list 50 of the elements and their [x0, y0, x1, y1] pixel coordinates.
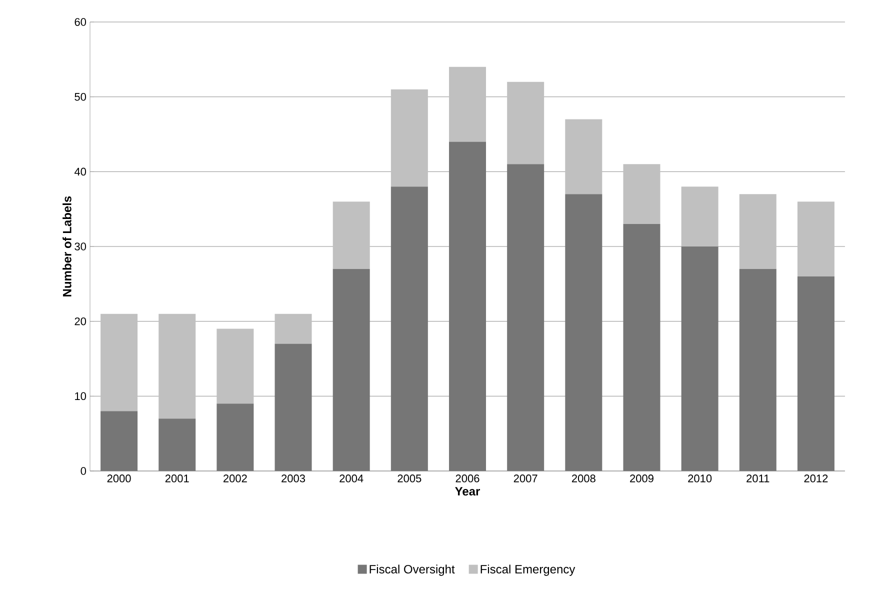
y-tick-label: 10: [75, 392, 86, 400]
bar: [681, 186, 718, 246]
x-tick-label: 2010: [688, 474, 712, 482]
bar: [623, 224, 660, 471]
y-tick-label: 0: [80, 467, 86, 475]
bar: [449, 142, 486, 471]
x-tick-label: 2006: [456, 474, 480, 482]
bar: [100, 314, 138, 412]
bar: [332, 202, 370, 269]
bar: [565, 119, 602, 194]
bar: [390, 186, 428, 471]
bar: [390, 89, 428, 187]
legend-label: Fiscal Oversight: [370, 564, 455, 576]
y-tick-label: 40: [74, 168, 86, 176]
bar: [623, 164, 660, 224]
x-tick-label: 2007: [514, 474, 538, 482]
bar: [739, 194, 776, 269]
bar: [216, 328, 254, 404]
x-tick-label: 2005: [398, 474, 422, 482]
bar: [274, 344, 312, 471]
bar: [739, 268, 776, 471]
y-tick-label: 50: [74, 92, 86, 101]
x-tick-label: 2004: [340, 474, 364, 482]
bar: [681, 246, 718, 471]
x-axis-title: Year: [455, 487, 480, 496]
bar: [216, 404, 254, 471]
y-axis-title: Number of Labels: [62, 196, 72, 296]
bar: [797, 276, 834, 471]
bar: [797, 202, 834, 276]
bar: [332, 268, 370, 471]
bar: [449, 66, 486, 142]
x-tick-label: 2012: [804, 474, 828, 482]
x-tick-label: 2009: [630, 474, 654, 482]
bar: [507, 82, 544, 164]
x-tick-label: 2000: [107, 474, 131, 482]
bar: [507, 164, 544, 471]
x-tick-label: 2011: [746, 474, 770, 482]
bar: [100, 411, 138, 471]
x-tick-label: 2003: [282, 474, 306, 482]
legend-label: Fiscal Emergency: [480, 564, 576, 576]
y-tick-label: 20: [74, 317, 86, 326]
bar: [274, 314, 312, 344]
y-tick-label: 60: [74, 18, 86, 26]
y-tick-label: 30: [74, 242, 86, 250]
bar: [565, 194, 602, 471]
bar: [158, 418, 196, 471]
bar: [158, 314, 196, 419]
x-tick-label: 2001: [165, 474, 189, 482]
x-tick-label: 2002: [224, 474, 247, 482]
x-tick-label: 2008: [572, 474, 596, 482]
